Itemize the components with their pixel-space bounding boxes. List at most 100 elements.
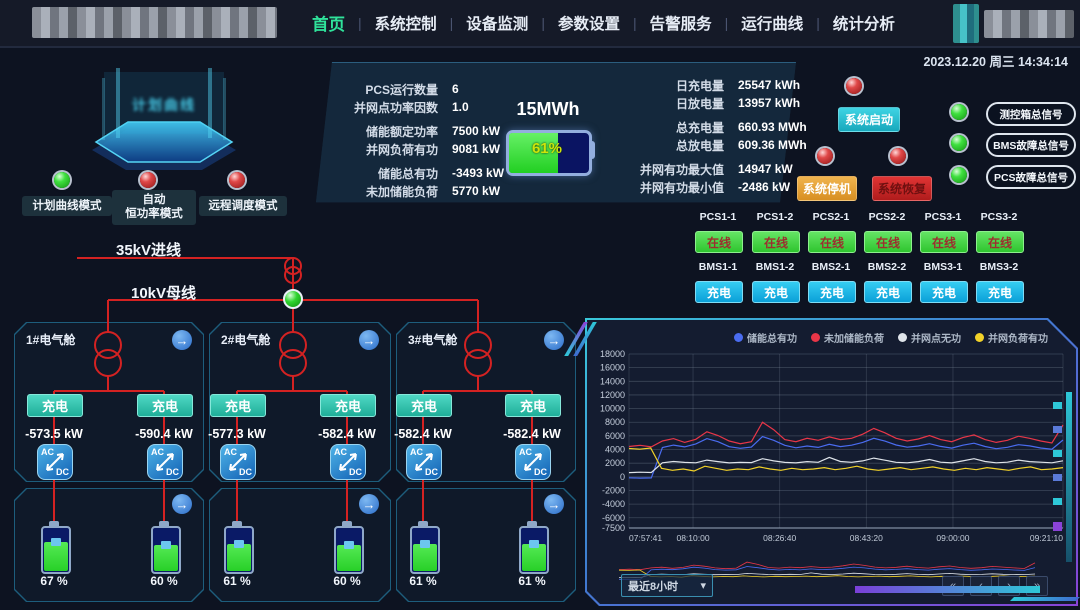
mode-indicator-constant-power [140, 172, 156, 188]
bms-status-button[interactable]: 充电 [976, 281, 1024, 303]
signal-light-control-box [951, 104, 967, 120]
pcs-status-button[interactable]: 在线 [695, 231, 743, 253]
arrow-right-icon: → [175, 496, 189, 512]
pcs-status-button[interactable]: 在线 [864, 231, 912, 253]
svg-text:08:26:40: 08:26:40 [763, 533, 796, 543]
svg-text:8000: 8000 [605, 417, 625, 427]
legend-item[interactable]: 并网点无功 [898, 330, 961, 345]
stat-value: 7500 kW [452, 124, 501, 138]
stat-label: 并网有功最小值 [639, 180, 724, 195]
legend-item[interactable]: 未加储能负荷 [811, 330, 884, 345]
svg-text:-7500: -7500 [602, 523, 625, 533]
trend-chart-panel: 储能总有功 未加储能负荷 并网点无功 并网负荷有功 18000 16000 14000 12… [585, 318, 1078, 606]
bank-detail-button[interactable]: → [544, 494, 564, 514]
bank-battery-icon [41, 526, 71, 574]
svg-text:4000: 4000 [605, 445, 625, 455]
nav-item-statistics[interactable]: 统计分析 [832, 16, 895, 33]
legend-dot [898, 333, 907, 342]
nav-item-parameter-settings[interactable]: 参数设置 [557, 16, 620, 33]
arrow-right-icon: → [547, 332, 561, 348]
blurred-logo-mark [953, 4, 979, 43]
acdc-converter-icon: AC DC [330, 444, 366, 480]
bay-title: 1#电气舱 [26, 333, 76, 347]
nav-item-operation-curve[interactable]: 运行曲线 [741, 16, 804, 33]
system-stop-button[interactable]: 系统停机 [797, 176, 857, 201]
signal-label-control-box: 测控箱总信号 [986, 102, 1076, 126]
bms-status-button[interactable]: 充电 [920, 281, 968, 303]
trend-chart-background: 储能总有功 未加储能负荷 并网点无功 并网负荷有功 18000 16000 14000 12… [587, 320, 1076, 604]
decor-square [1053, 450, 1062, 457]
pcs-status-button[interactable]: 在线 [752, 231, 800, 253]
bay-detail-button[interactable]: → [172, 330, 192, 350]
nav-item-device-monitor[interactable]: 设备监测 [466, 16, 529, 33]
bank-battery-icon [224, 526, 254, 574]
stat-label: 储能额定功率 [365, 124, 438, 139]
svg-text:0: 0 [620, 472, 625, 482]
nav-separator: | [816, 15, 820, 31]
pcs-unit-name: PCS1-2 [756, 211, 794, 223]
mode-indicator-plan-curve [54, 172, 70, 188]
nav-separator: | [449, 15, 454, 31]
bms-status-button[interactable]: 充电 [695, 281, 743, 303]
bank-detail-button[interactable]: → [172, 494, 192, 514]
stat-row: 并网负荷有功 9081 kW [326, 140, 504, 158]
mode-button-remote-dispatch[interactable]: 远程调度模式 [199, 196, 287, 217]
stat-row: 总充电量 660.93 MWh [612, 118, 807, 136]
bay-detail-button[interactable]: → [544, 330, 564, 350]
mode-button-constant-power[interactable]: 自动 恒功率模式 [112, 190, 196, 225]
svg-text:07:57:41: 07:57:41 [629, 533, 662, 543]
bay-detail-button[interactable]: → [359, 330, 379, 350]
bank-battery-icon [410, 526, 440, 574]
time-range-select[interactable]: 最近8小时 ▾ [621, 574, 713, 597]
bms-unit-name: BMS2-1 [811, 261, 851, 273]
bms-status-button[interactable]: 充电 [808, 281, 856, 303]
pcs-status-button[interactable]: 在线 [976, 231, 1024, 253]
branch-status-button[interactable]: 充电 [210, 394, 266, 417]
svg-text:16000: 16000 [600, 363, 625, 373]
svg-text:08:10:00: 08:10:00 [676, 533, 709, 543]
stat-value: -2486 kW [738, 180, 791, 194]
branch-status-button[interactable]: 充电 [505, 394, 561, 417]
bank-detail-button[interactable]: → [359, 494, 379, 514]
pcs-status-button[interactable]: 在线 [808, 231, 856, 253]
branch-power-value: -590.4 kW [135, 427, 193, 441]
battery-soc-fill [509, 133, 558, 173]
nav-separator: | [541, 15, 545, 31]
battery-terminal [589, 141, 595, 159]
nav-item-alarm-service[interactable]: 告警服务 [649, 16, 712, 33]
time-range-value: 最近8小时 [628, 580, 679, 593]
stat-row: 储能额定功率 7500 kW [326, 122, 504, 140]
svg-text:6000: 6000 [605, 431, 625, 441]
blurred-site-title [32, 7, 277, 38]
system-start-button[interactable]: 系统启动 [838, 107, 900, 132]
pcs-unit-name: PCS3-2 [980, 211, 1018, 223]
stat-label: 并网点功率因数 [353, 100, 438, 115]
legend-item[interactable]: 储能总有功 [734, 330, 797, 345]
bank-battery-icon [519, 526, 549, 574]
legend-item[interactable]: 并网负荷有功 [975, 330, 1048, 345]
svg-text:14000: 14000 [600, 376, 625, 386]
branch-status-button[interactable]: 充电 [396, 394, 452, 417]
svg-text:09:00:00: 09:00:00 [936, 533, 969, 543]
nav-item-home[interactable]: 首页 [312, 16, 345, 34]
branch-status-button[interactable]: 充电 [27, 394, 83, 417]
bms-status-button[interactable]: 充电 [752, 281, 800, 303]
pcs-unit-name: PCS1-1 [699, 211, 737, 223]
stat-value: 14947 kW [738, 162, 793, 176]
branch-status-button[interactable]: 充电 [320, 394, 376, 417]
incoming-line-label: 35kV进线 [116, 242, 182, 259]
hexagon-label: 计划曲线 [132, 97, 196, 113]
branch-status-button[interactable]: 充电 [137, 394, 193, 417]
pcs-status-button[interactable]: 在线 [920, 231, 968, 253]
pcs-unit-name: PCS3-1 [924, 211, 962, 223]
bms-status-button[interactable]: 充电 [864, 281, 912, 303]
svg-text:12000: 12000 [600, 390, 625, 400]
mode-button-plan-curve[interactable]: 计划曲线模式 [22, 196, 112, 217]
legend-dot [975, 333, 984, 342]
bay-title: 3#电气舱 [408, 333, 458, 347]
nav-item-system-control[interactable]: 系统控制 [374, 16, 437, 33]
system-recover-button[interactable]: 系统恢复 [872, 176, 932, 201]
svg-text:18000: 18000 [600, 349, 625, 359]
stat-label: 日放电量 [675, 96, 724, 111]
